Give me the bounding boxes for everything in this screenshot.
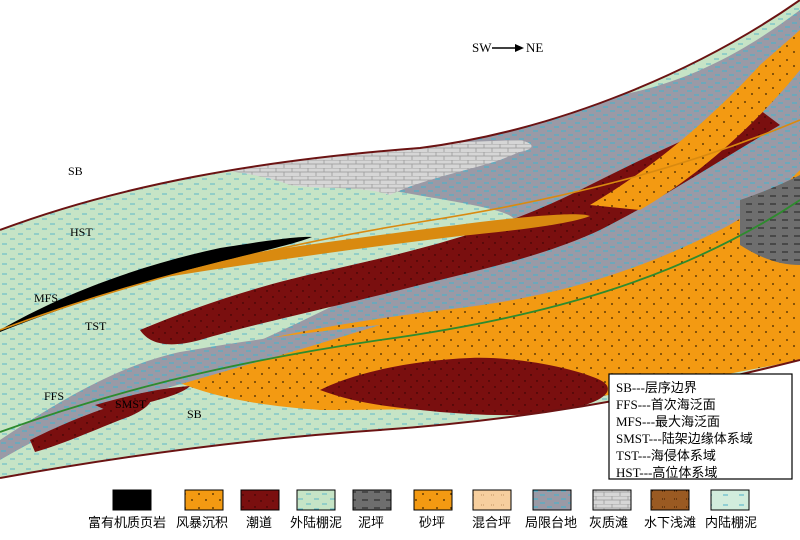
- legend-label-subaqueous-shoal: 水下浅滩: [644, 515, 696, 530]
- key-line-hst: HST---高位体系域: [616, 465, 717, 480]
- legend-label-restricted: 局限台地: [525, 515, 577, 530]
- legend-swatch-mixed-flat: [472, 489, 512, 511]
- key-line-ffs: FFS---首次海泛面: [616, 397, 716, 412]
- mud-flat: [740, 175, 800, 265]
- legend-swatch-mud-flat: [352, 489, 392, 511]
- legend-label-outer-shelf: 外陆棚泥: [290, 515, 342, 530]
- ffs-label: FFS: [44, 389, 64, 403]
- key-line-sb: SB---层序边界: [616, 380, 697, 395]
- legend-swatch-subaqueous-shoal: [650, 489, 690, 511]
- legend-swatch-inner-shelf: [710, 489, 750, 511]
- ffs-line: [0, 199, 800, 433]
- key-line-smst: SMST---陆架边缘体系域: [616, 431, 753, 446]
- legend-swatch-lime-shoal: [592, 489, 632, 511]
- key-line-tst: TST---海侵体系域: [616, 448, 716, 463]
- key-box: [608, 373, 793, 480]
- mfs-label: MFS: [34, 291, 58, 305]
- legend-swatch-outer-shelf: [296, 489, 336, 511]
- legend-label-lime-shoal: 灰质滩: [589, 515, 628, 530]
- legend-label-mud-flat: 泥坪: [358, 515, 384, 530]
- key-line-mfs: MFS---最大海泛面: [616, 414, 720, 429]
- legend-swatch-restricted: [532, 489, 572, 511]
- restricted-platform-lower: [0, 325, 380, 460]
- legend-label-storm: 风暴沉积: [176, 515, 228, 530]
- legend-label-black-shale: 富有机质页岩: [88, 515, 166, 530]
- abbreviation-key: SB---层序边界 FFS---首次海泛面 MFS---最大海泛面 SMST--…: [608, 373, 793, 480]
- mfs-line: [0, 119, 800, 331]
- hst-label: HST: [70, 225, 93, 239]
- sb-top-label: SB: [68, 164, 83, 178]
- compass-ne-label: NE: [526, 40, 543, 55]
- compass-sw-label: SW: [472, 40, 492, 55]
- legend-swatch-sand-flat: [413, 489, 453, 511]
- legend-label-inner-shelf: 内陆棚泥: [705, 515, 757, 530]
- tst-label: TST: [85, 319, 107, 333]
- sequence-boundary-top: [0, 0, 800, 231]
- facies-legend: 富有机质页岩 风暴沉积 潮道 外陆棚泥 泥坪 砂坪 混合坪 局限台地 灰质滩 水…: [88, 489, 757, 530]
- sand-flat-lower: [150, 170, 800, 413]
- legend-label-sand-flat: 砂坪: [419, 515, 445, 530]
- tidal-channel-lower: [320, 357, 608, 416]
- legend-label-mixed-flat: 混合坪: [472, 515, 511, 530]
- compass-arrowhead-icon: [515, 44, 524, 52]
- organic-rich-shale: [0, 236, 312, 332]
- compass: SW NE: [472, 40, 543, 55]
- legend-swatch-black-shale: [112, 489, 152, 511]
- legend-label-channel: 潮道: [246, 515, 272, 530]
- tidal-channel-small: [95, 386, 190, 412]
- smst-label: SMST: [115, 397, 147, 411]
- sb-bottom-label: SB: [187, 407, 202, 421]
- legend-swatch-channel: [240, 489, 280, 511]
- tidal-channel-left: [30, 397, 151, 452]
- storm-deposit-lens: [150, 214, 590, 278]
- legend-swatch-storm: [184, 489, 224, 511]
- tidal-channel-main: [140, 110, 780, 345]
